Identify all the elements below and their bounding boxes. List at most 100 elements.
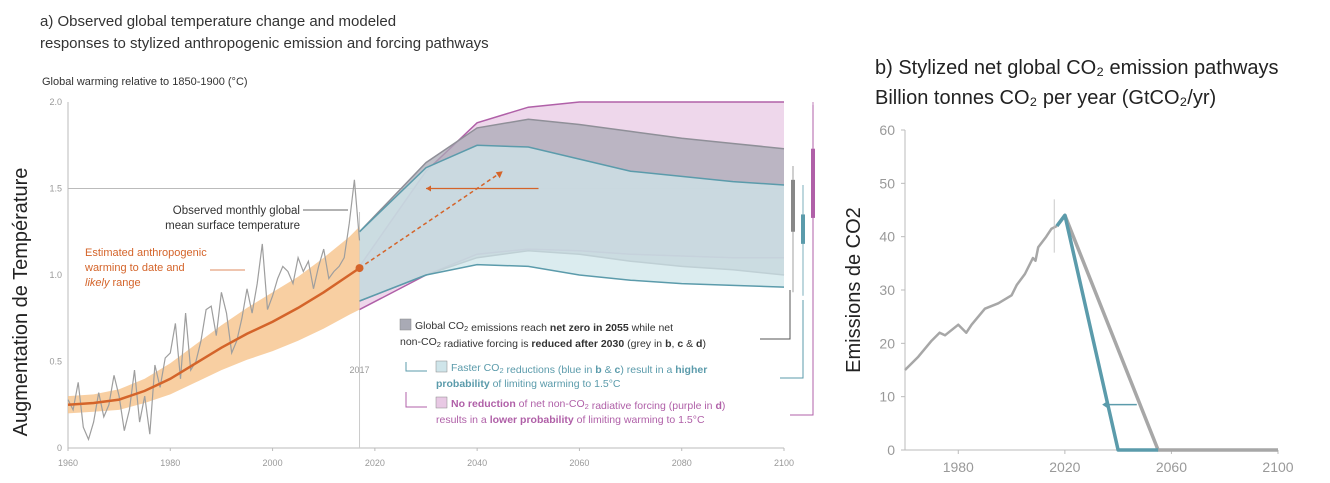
observed-annotation-line: Observed monthly global bbox=[173, 205, 300, 217]
panel-a-ytick-label: 0.5 bbox=[49, 357, 62, 367]
range-bar-grey bbox=[791, 179, 795, 232]
legend-text-part: results in a bbox=[436, 414, 490, 426]
anthro-annotation-line: warming to date and bbox=[84, 262, 185, 274]
panel-a-xtick-label: 1960 bbox=[58, 458, 78, 468]
panel-a-ytick-label: 2.0 bbox=[49, 97, 62, 107]
panel-a: a) Observed global temperature change an… bbox=[10, 13, 815, 468]
panel-b-ytick-label: 10 bbox=[879, 389, 895, 405]
anthro-annotation-likely: likely bbox=[85, 277, 111, 289]
panel-a-ylabel-top: Global warming relative to 1850-1900 (°C… bbox=[42, 76, 248, 88]
legend-text-part: 2 bbox=[437, 340, 441, 349]
panel-a-xtick-label: 1980 bbox=[160, 458, 180, 468]
legend-text-part: of limiting warming to 1.5°C bbox=[490, 378, 621, 390]
legend-text-part: radiative forcing (purple in bbox=[589, 400, 716, 412]
panel-b-xtick-label: 2020 bbox=[1049, 459, 1080, 475]
emission-line-historical bbox=[904, 224, 1058, 371]
panel-b-ytick-label: 20 bbox=[879, 335, 895, 351]
panel-b-xtick-label: 2100 bbox=[1262, 459, 1293, 475]
legend-text-part: Global CO bbox=[415, 320, 464, 332]
panel-b-title: b) Stylized net global CO₂ emission path… bbox=[875, 57, 1279, 79]
observed-annotation-line: mean surface temperature bbox=[165, 220, 300, 232]
legend-text-part: Faster CO bbox=[451, 362, 499, 374]
panel-b-ytick-label: 0 bbox=[887, 442, 895, 458]
panel-b-ylabel: Emissions de CO2 bbox=[843, 207, 865, 373]
legend-text-part: d bbox=[715, 400, 721, 412]
anthro-annotation-line: Estimated anthropogenic bbox=[85, 247, 207, 259]
panel-a-ytick-label: 0 bbox=[57, 443, 62, 453]
panel-a-xtick-label: 2080 bbox=[672, 458, 692, 468]
legend-text-part: radiative forcing is bbox=[441, 338, 531, 350]
legend-connector-purple-right bbox=[790, 105, 814, 416]
legend-text-part: 2 bbox=[464, 324, 468, 333]
pathway-band-blue bbox=[359, 145, 784, 301]
legend-text-part: of net non-CO bbox=[516, 398, 585, 410]
legend-text-part: net zero in 2055 bbox=[550, 322, 629, 334]
legend-text-part: b bbox=[595, 364, 601, 376]
legend-text-part: (grey in bbox=[624, 338, 665, 350]
panel-a-title-line2: responses to stylized anthropogenic emis… bbox=[40, 35, 489, 52]
legend-connector-grey bbox=[760, 290, 791, 340]
legend-text-part: of limiting warming to 1.5°C bbox=[574, 414, 705, 426]
anthro-warming-line bbox=[67, 267, 361, 407]
legend-text-part: higher bbox=[675, 364, 707, 376]
observed-annotation: Observed monthly global mean surface temp… bbox=[165, 205, 300, 232]
panel-a-ylabel: Augmentation de Température bbox=[10, 168, 32, 437]
legend-text-blue: probability of limiting warming to 1.5°C bbox=[436, 378, 621, 390]
legend-connector-blue bbox=[405, 362, 427, 372]
legend-text-purple: results in a lower probability of limiti… bbox=[436, 414, 705, 426]
pathway-upper-blue bbox=[358, 144, 785, 233]
pathway-upper-grey bbox=[358, 118, 785, 233]
panel-b-ytick-label: 30 bbox=[879, 282, 895, 298]
projection-arrowhead bbox=[495, 171, 503, 179]
panel-b-xtick-label: 1980 bbox=[943, 459, 974, 475]
legend-text-part: c bbox=[615, 364, 621, 376]
legend-text-part: reduced after 2030 bbox=[531, 338, 624, 350]
range-bar-purple bbox=[811, 148, 815, 218]
legend-text-purple: No reduction of net non-CO2 radiative fo… bbox=[451, 398, 725, 412]
legend-text-part: reductions (blue in bbox=[504, 364, 596, 376]
anthro-annotation: Estimated anthropogenic warming to date a… bbox=[84, 247, 207, 289]
faster-reduction-arrowhead bbox=[1102, 400, 1109, 409]
panel-b-subtitle: Billion tonnes CO₂ per year (GtCO₂/yr) bbox=[875, 87, 1216, 109]
panel-a-xtick-label: 2040 bbox=[467, 458, 487, 468]
panel-a-xtick-label: 2020 bbox=[365, 458, 385, 468]
legend-text-blue: Faster CO2 reductions (blue in b & c) re… bbox=[451, 362, 707, 376]
range-bar-blue bbox=[801, 214, 805, 244]
legend-text-part: ) bbox=[722, 400, 726, 412]
observed-temperature-line bbox=[67, 179, 361, 442]
legend-connector-blue-right bbox=[780, 300, 804, 379]
legend-text-grey: non-CO2 radiative forcing is reduced aft… bbox=[400, 336, 706, 350]
legend-text-part: probability bbox=[436, 378, 490, 390]
pathway-lower-blue bbox=[359, 263, 785, 302]
legend-text-part: & bbox=[602, 364, 615, 376]
legend-text-part: emissions reach bbox=[468, 322, 550, 334]
legend-text-part: b bbox=[665, 338, 671, 350]
anthro-annotation-range: range bbox=[109, 277, 140, 289]
legend-text-part: 2 bbox=[585, 402, 589, 411]
panel-a-title: a) Observed global temperature change an… bbox=[40, 13, 396, 30]
legend-text-part: & bbox=[683, 338, 696, 350]
legend-text-grey: Global CO2 emissions reach net zero in 2… bbox=[415, 320, 673, 334]
legend-text-part: No reduction bbox=[451, 398, 516, 410]
panel-b: b) Stylized net global CO₂ emission path… bbox=[843, 57, 1294, 475]
legend-swatch-purple bbox=[435, 396, 448, 409]
legend-text-part: ) bbox=[702, 338, 706, 350]
panel-b-ytick-label: 60 bbox=[879, 122, 895, 138]
legend-text-part: d bbox=[696, 338, 702, 350]
panel-a-xtick-label: 2060 bbox=[569, 458, 589, 468]
range-arrowhead-left bbox=[426, 185, 431, 192]
anthro-likely-range bbox=[68, 226, 360, 414]
year-marker-label: 2017 bbox=[349, 365, 369, 375]
legend-swatch-blue bbox=[435, 360, 448, 373]
panel-a-ytick-label: 1.5 bbox=[49, 184, 62, 194]
legend-text-part: , bbox=[672, 338, 678, 350]
legend-connector-purple bbox=[405, 392, 427, 408]
legend-text-part: 2 bbox=[499, 366, 503, 375]
panel-a-xtick-label: 2000 bbox=[263, 458, 283, 468]
panel-b-xtick-label: 2060 bbox=[1156, 459, 1187, 475]
legend-text-part: ) result in a bbox=[620, 364, 675, 376]
legend-text-part: lower probability bbox=[490, 414, 574, 426]
legend-text-part: c bbox=[677, 338, 683, 350]
panel-b-ytick-label: 40 bbox=[879, 229, 895, 245]
